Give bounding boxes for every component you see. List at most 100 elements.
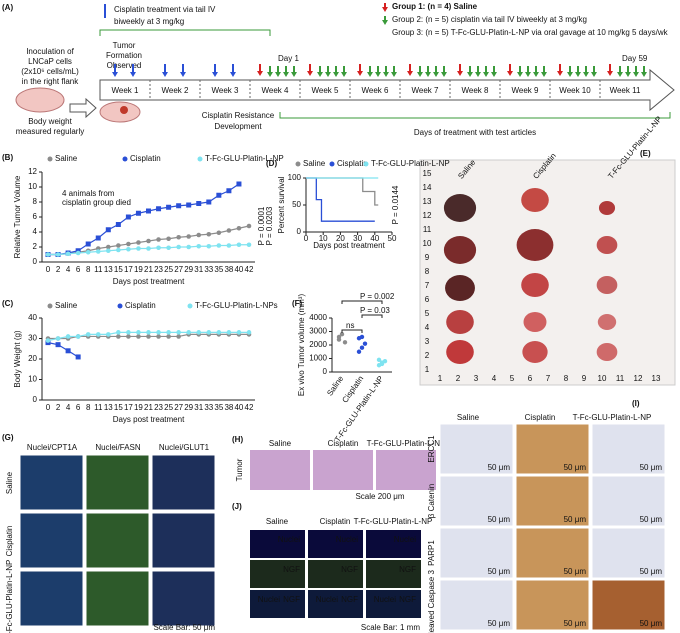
micrograph xyxy=(151,570,216,627)
y-tick-label: 0 xyxy=(323,367,328,376)
ihc-image xyxy=(439,527,514,579)
x-tick-label: 0 xyxy=(46,265,51,274)
x-tick-label: 17 xyxy=(124,265,133,274)
point xyxy=(206,330,212,335)
annotation: P = 0.0203 xyxy=(265,206,274,245)
column-label: Cisplatin xyxy=(320,517,351,526)
scale-note: 50 μm xyxy=(564,619,587,628)
arrow-head xyxy=(467,72,473,77)
point xyxy=(176,203,182,209)
scale-note: 50 μm xyxy=(640,619,663,628)
legend-marker xyxy=(197,156,203,162)
ruler-label: 8 xyxy=(564,374,569,383)
x-tick-label: 29 xyxy=(184,265,193,274)
scale-note: 50 μm xyxy=(564,567,587,576)
y-tick-label: 2 xyxy=(33,242,38,251)
ruler-label: 11 xyxy=(616,374,625,383)
group-text: Group 1: (n = 4) Saline xyxy=(392,2,478,11)
tumor xyxy=(443,194,477,222)
brain-section xyxy=(308,530,363,558)
arrow-head xyxy=(230,72,236,77)
x-tick-label: 8 xyxy=(86,265,91,274)
ruler-label: 4 xyxy=(425,323,430,332)
x-tick-label: 38 xyxy=(224,403,233,412)
x-tick-label: 23 xyxy=(154,403,163,412)
point xyxy=(45,338,51,343)
tumor xyxy=(597,314,617,330)
ihc-image xyxy=(439,475,514,527)
point xyxy=(85,332,91,337)
group-text: Group 3: (n = 5) T-Fc-GLU-Platin-L-NP vi… xyxy=(392,28,669,37)
arrow-head xyxy=(267,72,273,77)
week-label: Week 4 xyxy=(262,86,290,95)
ruler-label: 2 xyxy=(425,351,430,360)
scale-note: Scale 200 μm xyxy=(355,492,404,501)
legend-label: Saline xyxy=(55,301,78,310)
micrograph xyxy=(151,512,216,569)
point xyxy=(55,342,61,348)
arrow-head xyxy=(212,72,218,77)
point xyxy=(125,214,131,220)
arrow-head xyxy=(375,72,381,77)
arrow-head xyxy=(367,72,373,77)
note: in the right flank xyxy=(22,77,79,86)
point xyxy=(126,334,131,339)
note: Formation xyxy=(106,51,142,60)
brain-section xyxy=(250,590,305,618)
point xyxy=(156,330,161,335)
arrow-head xyxy=(180,72,186,77)
column-label: T-Fc-GLU-Platin-L-NP xyxy=(354,517,433,526)
arrow-head xyxy=(625,72,631,77)
y-axis-label: Relative Tumor Volume xyxy=(13,175,22,258)
week-label: Week 5 xyxy=(312,86,340,95)
scale-note: 50 μm xyxy=(488,567,511,576)
ruler-label: 3 xyxy=(425,337,430,346)
ruler-label: 12 xyxy=(634,374,643,383)
arrow-head xyxy=(525,72,531,77)
x-tick-label: 4 xyxy=(66,265,71,274)
annotation: P = 0.0144 xyxy=(391,185,400,224)
x-tick-label: 33 xyxy=(204,403,213,412)
panel-label: (J) xyxy=(232,502,242,511)
bracket xyxy=(279,112,671,119)
point xyxy=(85,241,91,247)
arrow-head xyxy=(382,7,388,12)
ruler-label: 6 xyxy=(528,374,533,383)
point xyxy=(146,238,151,244)
arrow-head xyxy=(162,72,168,77)
point xyxy=(95,332,101,337)
panel-label: (C) xyxy=(2,299,13,308)
point xyxy=(246,330,252,335)
point xyxy=(146,334,151,339)
point xyxy=(216,230,222,236)
ruler-label: 10 xyxy=(598,374,607,383)
x-tick-label: 8 xyxy=(86,403,91,412)
point xyxy=(359,334,365,340)
week-label: Week 7 xyxy=(412,86,440,95)
row-label: Tumor xyxy=(235,458,244,481)
legend-marker xyxy=(47,156,53,162)
tumor xyxy=(523,312,547,332)
x-tick-label: 27 xyxy=(174,265,183,274)
ruler-label: 5 xyxy=(425,309,430,318)
panel-label: (D) xyxy=(266,159,277,168)
brain-section xyxy=(366,560,421,588)
ihc-image xyxy=(591,527,666,579)
brain-section xyxy=(366,590,421,618)
ihc-image xyxy=(515,475,590,527)
ruler-label: 9 xyxy=(582,374,587,383)
row-label: Saline xyxy=(5,471,14,494)
row-label: PARP1 xyxy=(427,540,436,566)
panel-label: (G) xyxy=(2,433,14,442)
ihc-image xyxy=(591,579,666,631)
arrow-head xyxy=(130,72,136,77)
week-label: Week 11 xyxy=(610,86,641,95)
y-tick-label: 1000 xyxy=(309,354,327,363)
scale-note: 50 μm xyxy=(564,463,587,472)
arrow-head xyxy=(425,72,431,77)
point xyxy=(216,330,222,335)
tumor xyxy=(120,106,128,114)
y-axis-label: Body Weight (g) xyxy=(13,330,22,388)
arrow-head xyxy=(275,72,281,77)
point xyxy=(236,181,242,187)
